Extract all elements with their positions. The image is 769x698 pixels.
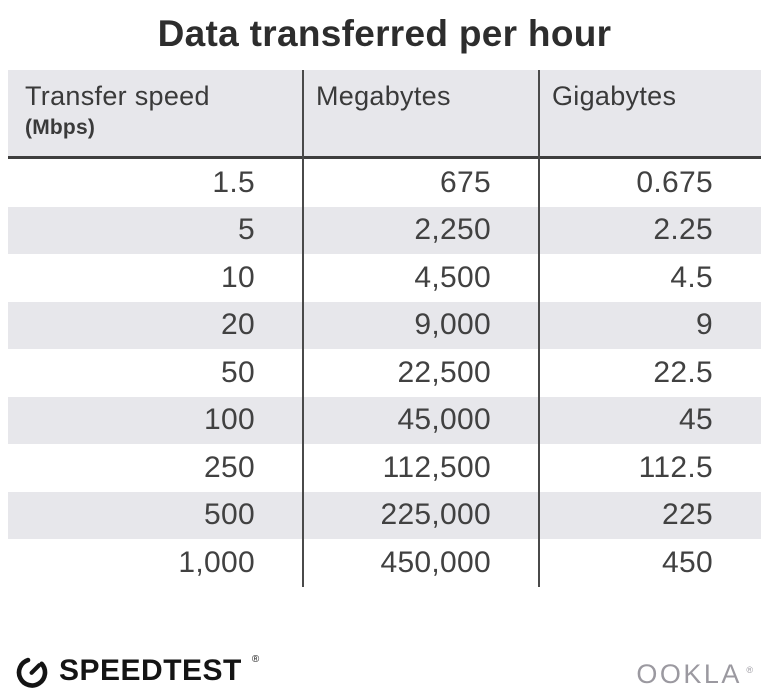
table-row: 50 22,500 22.5 (8, 349, 761, 397)
cell-gigabytes: 22.5 (653, 355, 713, 389)
table-row: 1.5 675 0.675 (8, 159, 761, 207)
speedtest-gauge-icon (16, 657, 48, 688)
cell-megabytes: 112,500 (382, 450, 491, 484)
header-megabytes-label: Megabytes (316, 81, 451, 111)
cell-gigabytes: 225 (662, 498, 713, 532)
column-divider (538, 70, 540, 587)
cell-speed: 10 (221, 260, 255, 294)
cell-megabytes: 45,000 (397, 403, 491, 437)
header-transfer-speed-label: Transfer speed (25, 81, 210, 111)
cell-megabytes: 675 (440, 165, 491, 199)
cell-megabytes: 22,500 (397, 355, 491, 389)
data-table: Transfer speed (Mbps) Megabytes Gigabyte… (8, 70, 761, 587)
table-row: 250 112,500 112.5 (8, 444, 761, 492)
header-gigabytes: Gigabytes (539, 70, 761, 156)
cell-gigabytes: 2.25 (653, 213, 713, 247)
speedtest-wordmark: SPEEDTEST (59, 654, 242, 687)
header-gigabytes-label: Gigabytes (552, 81, 677, 111)
ookla-logo: OOKLA ® (636, 659, 753, 689)
cell-speed: 1,000 (178, 545, 255, 579)
cell-speed: 500 (204, 498, 255, 532)
cell-speed: 250 (204, 450, 255, 484)
cell-gigabytes: 450 (662, 545, 713, 579)
cell-megabytes: 225,000 (380, 498, 491, 532)
cell-gigabytes: 45 (679, 403, 713, 437)
header-megabytes: Megabytes (303, 70, 539, 156)
cell-speed: 5 (238, 213, 255, 247)
cell-speed: 50 (221, 355, 255, 389)
cell-megabytes: 9,000 (414, 308, 491, 342)
cell-gigabytes: 4.5 (670, 260, 713, 294)
cell-megabytes: 2,250 (414, 213, 491, 247)
header-transfer-speed: Transfer speed (Mbps) (8, 70, 303, 156)
cell-megabytes: 4,500 (414, 260, 491, 294)
ookla-registered-mark: ® (746, 665, 753, 675)
speedtest-logo: SPEEDTEST ® (14, 653, 260, 689)
footer: SPEEDTEST ® OOKLA ® (14, 653, 753, 689)
cell-speed: 20 (221, 308, 255, 342)
table-row: 500 225,000 225 (8, 491, 761, 539)
column-divider (302, 70, 304, 587)
ookla-wordmark: OOKLA (636, 659, 742, 689)
table-header-row: Transfer speed (Mbps) Megabytes Gigabyte… (8, 70, 761, 159)
table-row: 1,000 450,000 450 (8, 539, 761, 587)
cell-gigabytes: 9 (696, 308, 713, 342)
table-row: 100 45,000 45 (8, 396, 761, 444)
cell-speed: 1.5 (212, 165, 255, 199)
cell-speed: 100 (204, 403, 255, 437)
page-title: Data transferred per hour (157, 13, 612, 54)
cell-megabytes: 450,000 (380, 545, 491, 579)
table-row: 5 2,250 2.25 (8, 206, 761, 254)
table-row: 20 9,000 9 (8, 301, 761, 349)
speedtest-registered-mark: ® (251, 653, 260, 665)
cell-gigabytes: 0.675 (636, 165, 713, 199)
table-row: 10 4,500 4.5 (8, 254, 761, 302)
cell-gigabytes: 112.5 (638, 450, 713, 484)
header-mbps-unit-label: (Mbps) (25, 116, 96, 139)
table-body: 1.5 675 0.675 5 2,250 2.25 10 4,500 4.5 … (8, 159, 761, 587)
